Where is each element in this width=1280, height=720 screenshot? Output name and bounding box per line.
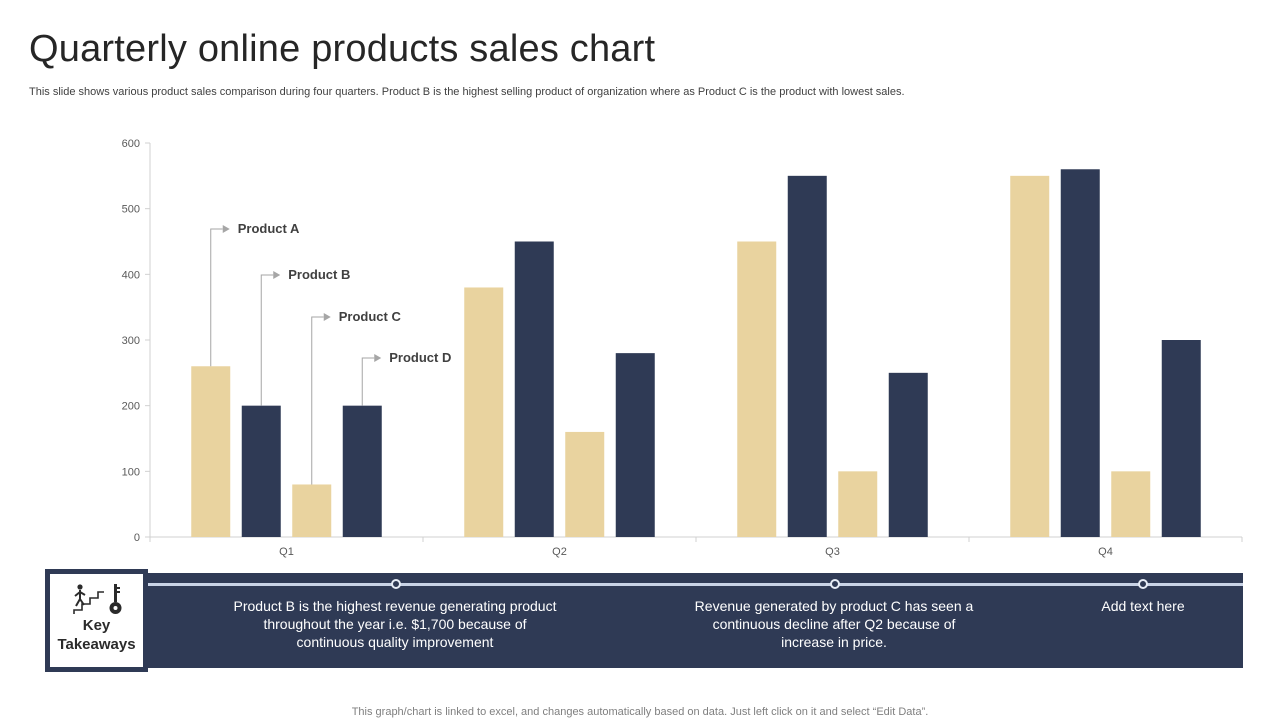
bar-product-a-q1	[191, 366, 231, 537]
page-title: Quarterly online products sales chart	[29, 28, 656, 70]
bar-product-d-q3	[888, 372, 928, 537]
x-tick-label: Q4	[1098, 546, 1113, 558]
legend-label: Product C	[339, 309, 402, 324]
y-tick-label: 500	[122, 204, 140, 216]
legend-arrow	[273, 271, 281, 279]
bar-product-a-q2	[464, 287, 504, 537]
takeaways-band: Product B is the highest revenue generat…	[148, 573, 1243, 668]
bar-product-a-q4	[1010, 175, 1050, 538]
legend-leader-line	[311, 316, 324, 485]
key-takeaways-box: Key Takeaways	[45, 569, 148, 672]
bar-product-d-q1	[342, 405, 382, 537]
y-tick-label: 0	[134, 532, 140, 544]
legend-label: Product A	[238, 221, 300, 236]
y-tick-label: 200	[122, 401, 140, 413]
timeline-dot	[391, 579, 401, 589]
legend-label: Product B	[288, 267, 350, 282]
bar-product-d-q4	[1161, 340, 1201, 537]
x-tick-label: Q1	[279, 546, 294, 558]
bar-product-d-q2	[615, 353, 655, 537]
legend-leader-line	[260, 274, 274, 406]
bar-product-b-q2	[514, 241, 554, 537]
bar-product-c-q3	[838, 471, 878, 537]
bar-product-c-q4	[1111, 471, 1151, 537]
legend-leader-line	[210, 228, 223, 367]
x-tick-label: Q3	[825, 546, 840, 558]
stairs-key-icon	[73, 584, 122, 614]
y-tick-label: 100	[122, 466, 140, 478]
takeaway-text-2: Revenue generated by product C has seen …	[694, 598, 974, 650]
bar-product-b-q1	[241, 405, 281, 537]
page-subtitle: This slide shows various product sales c…	[29, 86, 905, 98]
takeaway-text-3[interactable]: Add text here	[1101, 598, 1185, 614]
takeaway-text-1: Product B is the highest revenue generat…	[233, 598, 557, 650]
footer-note: This graph/chart is linked to excel, and…	[351, 706, 929, 718]
legend-arrow	[323, 313, 331, 321]
legend-label: Product D	[389, 350, 451, 365]
timeline-dot	[1138, 579, 1148, 589]
legend-leader-line	[361, 357, 375, 406]
bar-product-b-q3	[787, 175, 827, 538]
y-tick-label: 300	[122, 335, 140, 347]
bar-product-a-q3	[737, 241, 777, 537]
timeline-dot	[830, 579, 840, 589]
legend-arrow	[222, 225, 230, 233]
x-tick-label: Q2	[552, 546, 567, 558]
sales-bar-chart[interactable]: 0 100 200 300 400 500 600 Q1 Q2 Q3 Q4 Product A Prod…	[0, 0, 1280, 570]
y-tick-label: 400	[122, 269, 140, 281]
key-takeaways-label: Key Takeaways	[57, 617, 136, 653]
y-tick-label: 600	[122, 138, 140, 150]
legend-arrow	[374, 354, 382, 362]
bar-product-c-q1	[292, 484, 332, 537]
bar-product-c-q2	[565, 431, 605, 537]
timeline-line	[148, 583, 1243, 586]
bar-product-b-q4	[1060, 169, 1100, 537]
